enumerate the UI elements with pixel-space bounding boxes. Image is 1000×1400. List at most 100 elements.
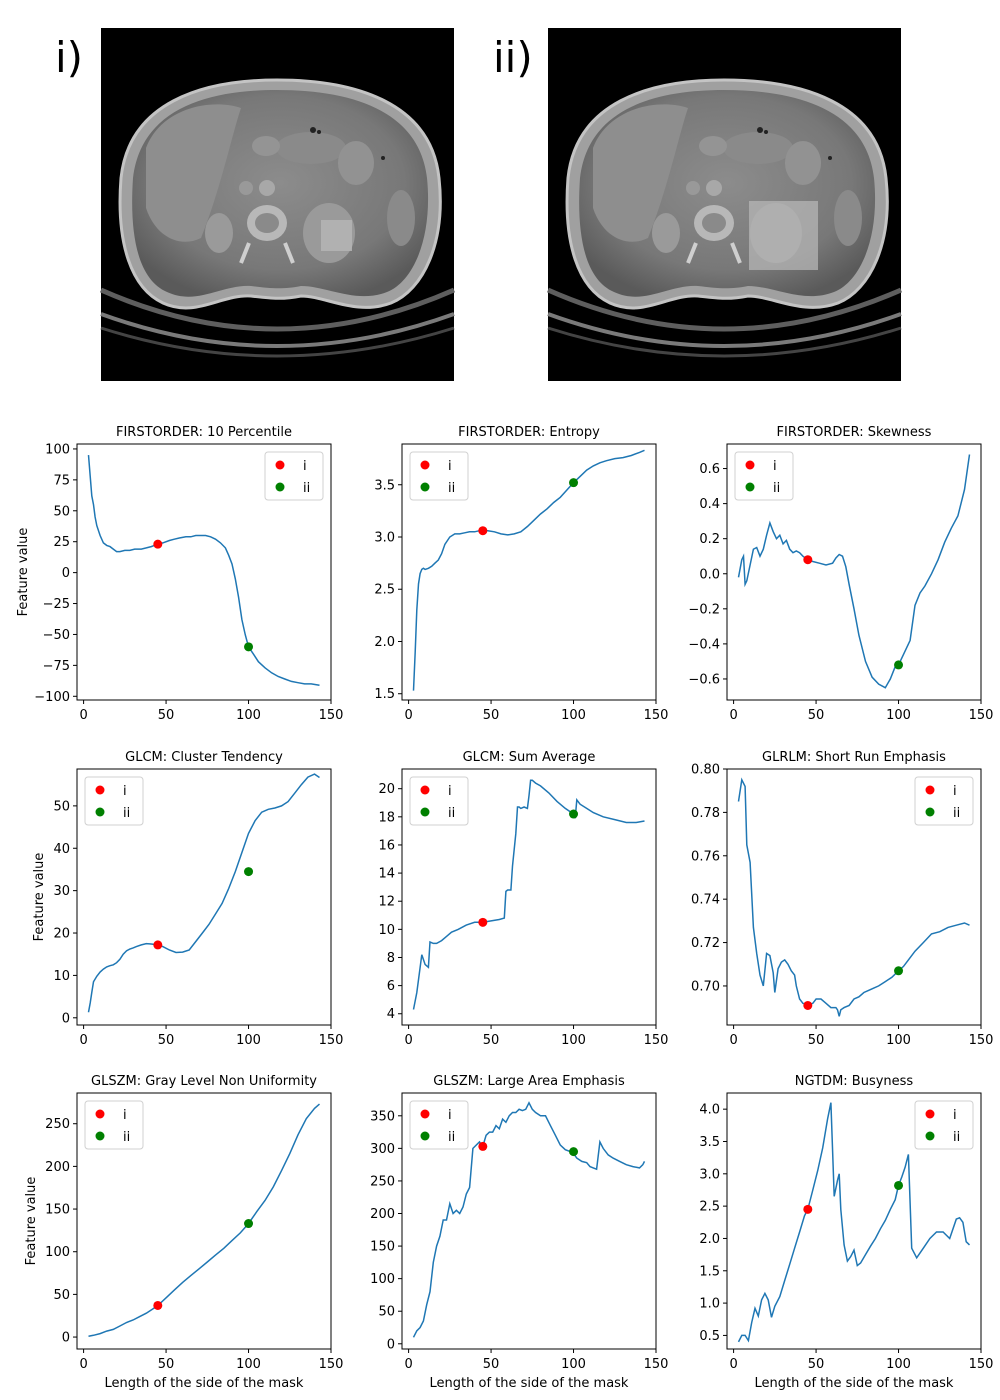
- x-tick-label: 0: [729, 1033, 737, 1048]
- chart-9: NGTDM: Busyness 0 50 100 150 0.5 1.0 1.5 2.0 2.5 3…: [699, 1074, 993, 1391]
- y-tick-label: 3.5: [699, 1135, 720, 1150]
- x-axis-label: Length of the side of the mask: [105, 1376, 304, 1391]
- legend-marker-ii: [420, 807, 430, 817]
- legend: iii: [914, 776, 974, 826]
- chart-title: FIRSTORDER: 10 Percentile: [116, 425, 292, 440]
- y-tick-label: 1.5: [699, 1264, 720, 1279]
- y-tick-label: 50: [53, 504, 70, 519]
- legend-label-i: i: [953, 1108, 957, 1123]
- y-tick-label: 4.0: [699, 1103, 720, 1118]
- y-tick-label: 30: [53, 884, 70, 899]
- marker-i: [153, 940, 163, 950]
- legend-label-i: i: [448, 459, 452, 474]
- ct-image-i: [101, 28, 454, 381]
- marker-ii: [894, 1180, 904, 1190]
- legend-label-ii: ii: [773, 481, 780, 496]
- ct-image-ii: [548, 28, 901, 381]
- chart-2: FIRSTORDER: Entropy 0 50 100 150 1.5 2.0 2.5 3.0…: [374, 425, 668, 723]
- x-tick-label: 50: [483, 1033, 500, 1048]
- chart-3: FIRSTORDER: Skewness 0 50 100 150 −0.6 −0.4 −0.…: [688, 425, 993, 723]
- y-tick-label: 0.5: [699, 1329, 720, 1344]
- y-tick-label: 100: [370, 1272, 395, 1287]
- x-axis-label: Length of the side of the mask: [430, 1376, 629, 1391]
- chart-8: GLSZM: Large Area Emphasis 0 50 100 150 0 50 10…: [370, 1074, 668, 1391]
- y-tick-label: 50: [53, 1288, 70, 1303]
- legend: iii: [914, 1100, 974, 1150]
- chart-1: FIRSTORDER: 10 Percentile 0 50 100 150 −100 −7…: [16, 425, 343, 723]
- x-tick-label: 50: [158, 1033, 175, 1048]
- x-tick-label: 0: [729, 708, 737, 723]
- y-tick-label: 20: [378, 782, 395, 797]
- x-tick-label: 100: [561, 708, 586, 723]
- legend-box: [409, 1100, 469, 1150]
- image-panel-ii: ii): [493, 28, 901, 381]
- series-line: [87, 773, 320, 1013]
- chart-title: NGTDM: Busyness: [795, 1074, 914, 1089]
- legend-label-ii: ii: [123, 1130, 130, 1145]
- y-tick-label: 12: [378, 895, 395, 910]
- legend-box: [914, 776, 974, 826]
- y-axis-label: Feature value: [32, 853, 47, 942]
- legend-label-ii: ii: [953, 1130, 960, 1145]
- x-tick-label: 150: [644, 1357, 669, 1372]
- y-tick-label: −100: [34, 690, 70, 705]
- marker-ii: [894, 966, 904, 976]
- y-tick-label: 40: [53, 842, 70, 857]
- legend: iii: [84, 1100, 144, 1150]
- legend-box: [914, 1100, 974, 1150]
- legend-box: [84, 776, 144, 826]
- legend-marker-ii: [420, 1131, 430, 1141]
- x-tick-label: 150: [969, 1033, 994, 1048]
- x-tick-label: 100: [236, 708, 261, 723]
- x-tick-label: 50: [158, 1357, 175, 1372]
- x-tick-label: 100: [886, 708, 911, 723]
- y-tick-label: 0.70: [691, 979, 720, 994]
- legend-marker-i: [925, 1109, 935, 1119]
- chart-title: FIRSTORDER: Entropy: [458, 425, 600, 440]
- panel-label-i: i): [55, 33, 83, 82]
- y-tick-label: 0: [62, 566, 70, 581]
- x-tick-label: 150: [969, 1357, 994, 1372]
- y-tick-label: 250: [370, 1174, 395, 1189]
- y-tick-label: 0: [387, 1337, 395, 1352]
- y-tick-label: 14: [378, 867, 395, 882]
- marker-ii: [569, 809, 579, 819]
- y-tick-label: 3.0: [699, 1167, 720, 1182]
- legend-marker-ii: [95, 1131, 105, 1141]
- marker-i: [478, 917, 488, 927]
- legend-marker-i: [420, 460, 430, 470]
- series-line: [412, 779, 645, 1010]
- chart-title: GLCM: Sum Average: [463, 750, 596, 765]
- legend: iii: [734, 451, 794, 501]
- legend-label-ii: ii: [448, 806, 455, 821]
- x-tick-label: 100: [886, 1033, 911, 1048]
- y-tick-label: 100: [45, 1245, 70, 1260]
- y-tick-label: 3.0: [374, 530, 395, 545]
- y-tick-label: 16: [378, 838, 395, 853]
- x-tick-label: 50: [808, 1033, 825, 1048]
- y-tick-label: 10: [378, 923, 395, 938]
- chart-title: FIRSTORDER: Skewness: [777, 425, 932, 440]
- x-tick-label: 50: [808, 708, 825, 723]
- marker-i: [153, 539, 163, 549]
- x-tick-label: 50: [483, 708, 500, 723]
- y-tick-label: 75: [53, 473, 70, 488]
- series-line: [412, 449, 645, 691]
- y-tick-label: 4: [387, 1007, 395, 1022]
- x-tick-label: 0: [729, 1357, 737, 1372]
- legend-label-i: i: [953, 784, 957, 799]
- y-tick-label: 0.72: [691, 936, 720, 951]
- y-tick-label: 0.4: [699, 497, 720, 512]
- chart-6: GLRLM: Short Run Emphasis 0 50 100 150 0.70 0.…: [691, 750, 993, 1048]
- legend-label-i: i: [303, 459, 307, 474]
- x-tick-label: 100: [561, 1033, 586, 1048]
- legend-marker-i: [420, 785, 430, 795]
- legend-box: [84, 1100, 144, 1150]
- y-tick-label: 2.5: [699, 1200, 720, 1215]
- series-line: [87, 455, 320, 686]
- x-tick-label: 100: [561, 1357, 586, 1372]
- x-tick-label: 150: [319, 1033, 344, 1048]
- y-tick-label: 18: [378, 810, 395, 825]
